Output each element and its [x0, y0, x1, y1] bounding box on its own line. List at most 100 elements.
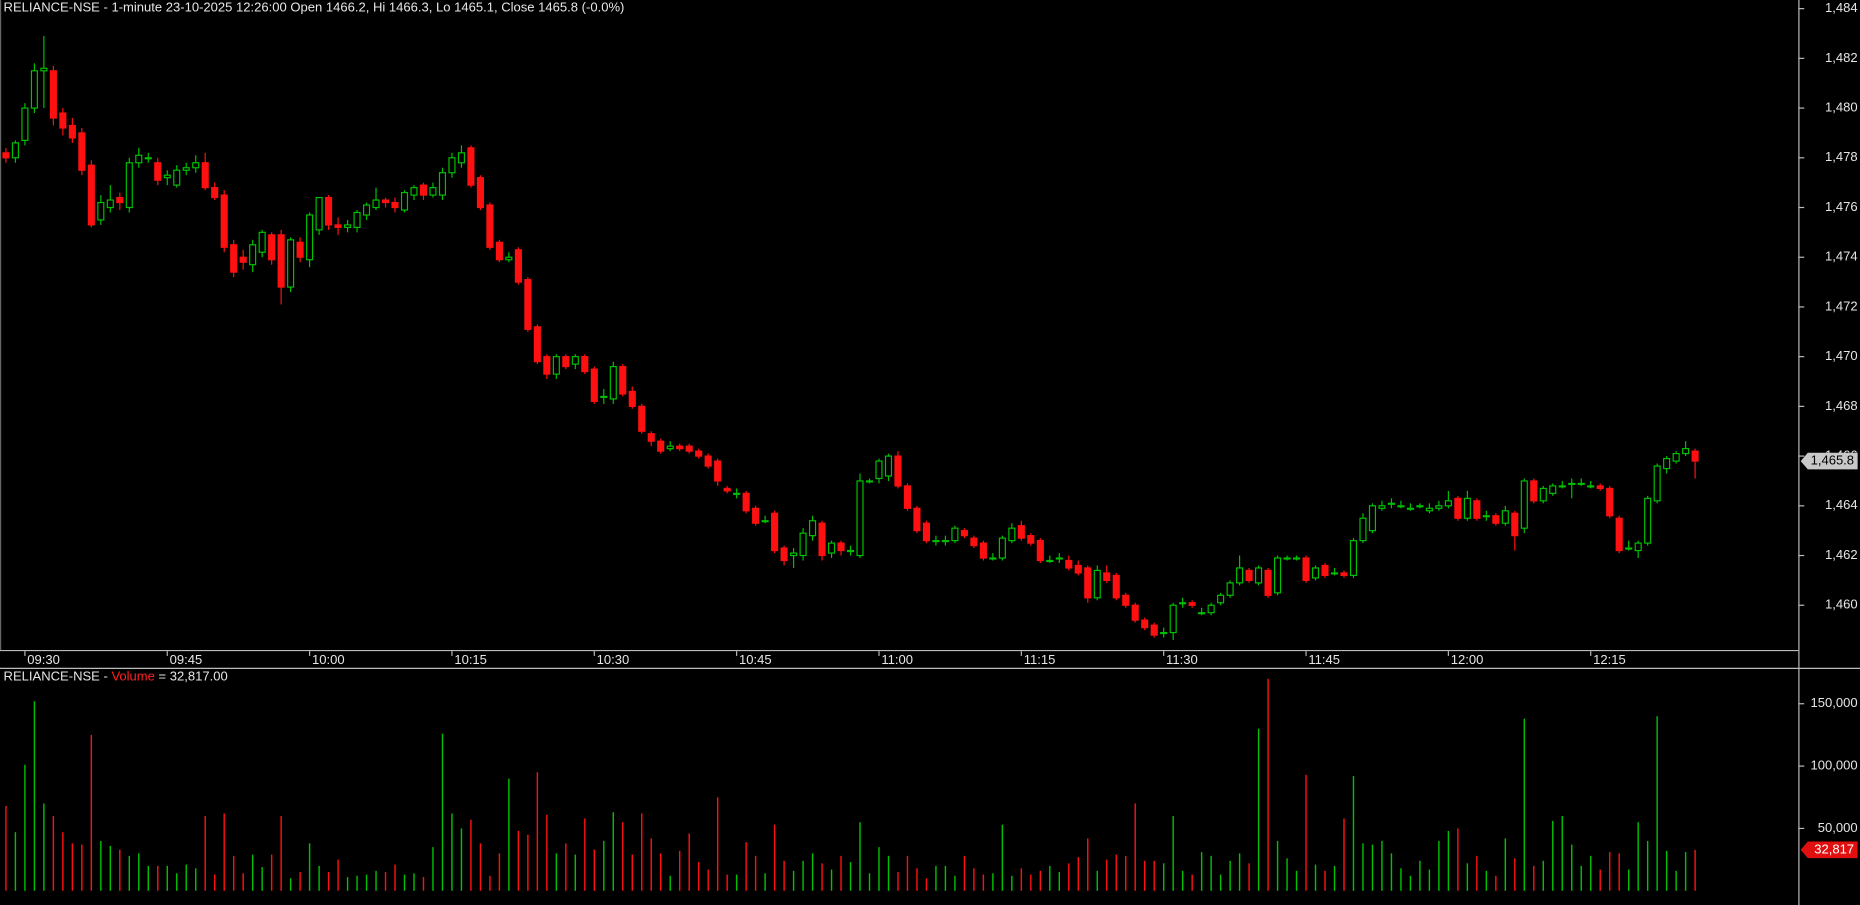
volume-bar	[1049, 865, 1051, 891]
volume-bar	[1096, 870, 1098, 891]
volume-bar	[470, 819, 472, 891]
volume-bar	[954, 875, 956, 891]
volume-bar	[527, 834, 529, 891]
x-tick-label: 11:15	[1024, 652, 1056, 667]
candle-body	[1330, 572, 1339, 575]
volume-bar	[707, 869, 709, 891]
x-tick-label: 10:30	[597, 652, 630, 667]
candle-body	[1198, 612, 1206, 615]
volume-bar	[641, 813, 643, 891]
volume-bar	[1637, 822, 1639, 891]
candle-body	[1292, 557, 1301, 560]
candle-body	[68, 124, 76, 139]
candle-body	[315, 196, 323, 231]
volume-bar	[555, 853, 558, 891]
volume-bar	[546, 814, 548, 891]
volume-title-name: Volume	[111, 669, 154, 684]
x-tick-label: 11:30	[1166, 652, 1198, 667]
candle-body	[1482, 515, 1490, 518]
volume-bar	[147, 865, 149, 891]
candle-body	[1084, 567, 1092, 599]
volume-title: RELIANCE-NSE - Volume = 32,817.00	[4, 669, 228, 684]
candle-body	[941, 540, 949, 543]
candle-body	[761, 520, 769, 523]
candle-body	[1368, 505, 1377, 532]
volume-bar	[1371, 844, 1374, 891]
volume-bar	[840, 855, 842, 891]
candle-body	[1321, 564, 1329, 577]
volume-bar	[697, 862, 700, 891]
candle-body	[590, 368, 598, 402]
volume-bar	[906, 855, 909, 891]
y-tick-label: 1,484	[1825, 0, 1858, 15]
candle-body	[1055, 557, 1063, 560]
volume-bar	[631, 854, 633, 891]
y-tick-label: 1,470	[1825, 348, 1858, 363]
volume-bar	[1257, 728, 1260, 891]
candle-body	[40, 67, 48, 72]
volume-bar	[1295, 870, 1298, 891]
candle-body	[1131, 604, 1139, 621]
volume-bar	[90, 734, 93, 891]
candle-body	[790, 552, 798, 557]
volume-bar	[213, 874, 216, 891]
candle-body	[1539, 487, 1547, 502]
volume-bar	[185, 864, 187, 891]
candle-body	[1435, 505, 1443, 509]
volume-bar	[62, 832, 64, 891]
volume-bar	[1106, 859, 1108, 891]
volume-bar	[1115, 854, 1117, 891]
y-tick-label: 1,476	[1825, 199, 1858, 214]
candle-body	[1682, 448, 1690, 455]
candle-body	[533, 326, 541, 363]
candle-body	[581, 356, 589, 373]
candle-body	[1444, 500, 1452, 507]
candle-body	[467, 147, 475, 186]
candle-body	[1226, 582, 1234, 596]
candle-body	[733, 492, 741, 495]
candle-body	[201, 162, 209, 189]
candle-body	[1520, 480, 1528, 529]
candle-body	[771, 512, 779, 552]
candle-body	[400, 192, 409, 211]
candle-body	[306, 214, 314, 261]
volume-bar	[356, 875, 358, 891]
candle-body	[230, 244, 238, 273]
volume-bar	[565, 843, 567, 891]
candle-body	[799, 532, 807, 557]
candle-body	[49, 70, 57, 119]
candle-body	[846, 549, 855, 553]
volume-bar	[489, 875, 491, 891]
candle-body	[562, 356, 570, 368]
candle-body	[666, 445, 674, 450]
volume-bar	[1030, 874, 1032, 891]
volume-bar	[992, 873, 994, 891]
volume-bar	[764, 873, 766, 891]
volume-bar	[584, 818, 586, 891]
volume-bar	[1466, 863, 1469, 891]
volume-bar	[1001, 824, 1004, 891]
volume-bar	[1495, 875, 1497, 891]
candle-body	[1615, 517, 1623, 552]
volume-bar	[337, 859, 339, 891]
y-tick-label: 1,474	[1825, 249, 1858, 264]
volume-bar	[270, 854, 273, 891]
volume-bar	[318, 865, 320, 891]
candle-body	[1425, 507, 1433, 512]
candle-body	[894, 455, 902, 487]
volume-bar	[1665, 850, 1668, 891]
volume-bar	[1438, 840, 1440, 891]
x-tick-label: 10:00	[312, 652, 345, 667]
candle-body	[913, 507, 921, 532]
volume-bar	[52, 815, 55, 891]
candle-body	[1378, 505, 1386, 509]
candle-body	[154, 162, 162, 181]
candle-body	[989, 557, 997, 560]
volume-bar	[71, 843, 74, 891]
volume-bar	[792, 870, 795, 891]
volume-bar	[1514, 858, 1516, 891]
candle-body	[220, 194, 228, 248]
candle-body	[998, 537, 1006, 559]
volume-bar	[1627, 869, 1630, 891]
